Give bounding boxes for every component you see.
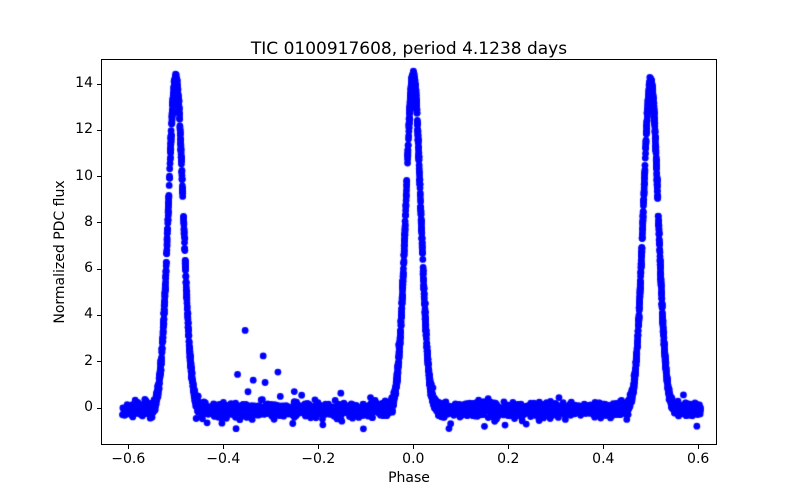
y-tick-label: 10 [75,167,93,184]
y-tick-label: 4 [84,306,93,323]
x-tick-mark [697,445,699,449]
x-tick-mark [127,445,129,449]
y-tick-label: 2 [84,352,93,369]
scatter-points-canvas [101,59,717,445]
y-tick-mark [97,314,101,316]
y-tick-mark [97,176,101,178]
y-tick-label: 8 [84,213,93,230]
y-tick-label: 12 [75,121,93,138]
x-tick-mark [317,445,319,449]
x-tick-mark [222,445,224,449]
y-tick-label: 14 [75,75,93,91]
x-tick-mark [507,445,509,449]
x-tick-mark [412,445,414,449]
y-axis-label-text: Normalized PDC flux [52,180,68,324]
x-tick-label: 0.0 [402,451,425,467]
x-tick-mark [602,445,604,449]
x-tick-label: 0.6 [687,451,710,467]
x-tick-label: −0.6 [111,451,146,467]
x-axis-label: Phase [388,470,430,486]
y-tick-label: 0 [84,399,93,415]
plot-title: TIC 0100917608, period 4.1238 days [250,39,568,59]
x-tick-label: 0.2 [497,451,520,467]
y-tick-mark [97,407,101,409]
y-tick-mark [97,83,101,85]
x-tick-label: −0.2 [301,451,336,467]
y-tick-mark [97,129,101,131]
x-tick-label: −0.4 [206,451,241,467]
y-tick-mark [97,361,101,363]
y-tick-label: 6 [84,260,93,277]
x-tick-label: 0.4 [592,451,615,467]
y-tick-mark [97,268,101,270]
y-tick-mark [97,222,101,224]
